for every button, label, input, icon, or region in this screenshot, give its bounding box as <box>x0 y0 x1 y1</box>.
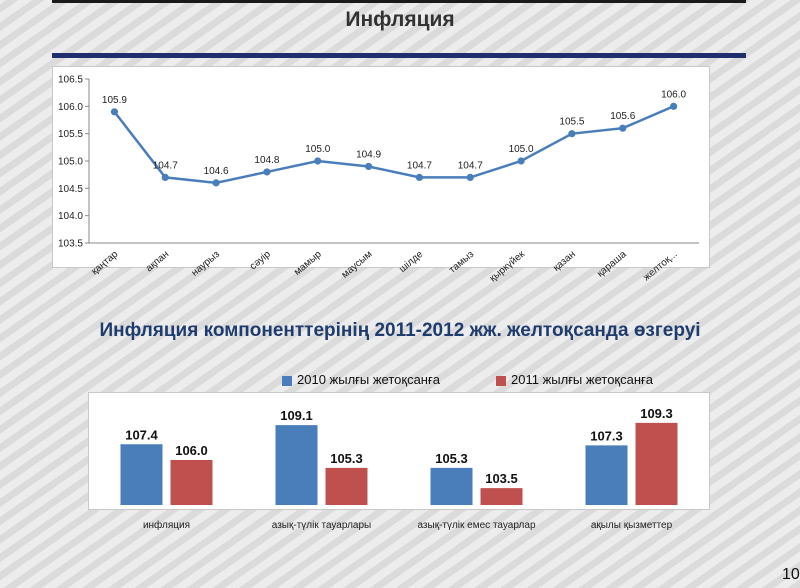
data-label: 105.0 <box>305 144 330 155</box>
data-point <box>161 173 169 181</box>
bar-value-label: 109.3 <box>640 406 673 421</box>
y-tick-label: 105.5 <box>58 129 83 140</box>
bar <box>585 445 628 505</box>
data-point <box>415 173 424 181</box>
legend-label-2011: 2011 жылғы жетоқсанға <box>511 372 653 387</box>
bar-value-label: 105.3 <box>330 451 363 466</box>
data-point <box>466 173 474 181</box>
bar-chart-panel: 107.4 106.0 инфляция 109.1 105.3 азық-түлік т… <box>88 392 710 531</box>
data-label: 104.9 <box>356 149 381 160</box>
bar <box>325 467 368 505</box>
data-point <box>619 124 627 132</box>
x-category-label: ақылы қызметтер <box>591 520 673 531</box>
bar-chart: 107.4 106.0 инфляция 109.1 105.3 азық-түлік т… <box>120 406 678 531</box>
page-number: 10 <box>782 566 800 583</box>
data-point <box>212 179 220 187</box>
series-line <box>113 105 675 185</box>
data-label: 106.0 <box>661 89 686 100</box>
data-point <box>517 157 525 165</box>
bar-value-label: 106.0 <box>175 443 208 458</box>
top-rule <box>52 0 746 3</box>
x-category-label: азық-түлік тауарлары <box>272 520 371 531</box>
bar <box>170 460 213 505</box>
data-label: 104.7 <box>458 160 483 171</box>
bar-value-label: 107.3 <box>590 428 623 443</box>
data-label: 104.7 <box>407 160 432 171</box>
line-chart: 106.5 106.0 105.5 105.0 104.5 104.0 103.5 105.9… <box>58 75 699 284</box>
data-label: 105.6 <box>610 111 635 122</box>
bar <box>430 467 473 505</box>
data-point <box>364 162 373 171</box>
data-label: 105.0 <box>509 144 534 155</box>
legend-swatch-2011 <box>496 375 506 386</box>
data-label: 105.5 <box>559 117 584 128</box>
data-label: 105.9 <box>102 95 127 106</box>
x-category-label: азық-түлік емес тауарлар <box>417 520 535 531</box>
y-tick-label: 106.0 <box>58 102 83 113</box>
bar <box>275 425 318 505</box>
bar-value-label: 105.3 <box>435 451 468 466</box>
data-point <box>314 157 322 165</box>
data-point <box>568 130 576 138</box>
x-category-label: инфляция <box>143 519 190 531</box>
y-tick-label: 104.5 <box>58 184 83 195</box>
legend-swatch-2010 <box>282 375 292 386</box>
data-label: 104.8 <box>254 155 279 166</box>
bar-chart-title: Инфляция компоненттерінің 2011-2012 жж. … <box>99 320 701 341</box>
line-chart-panel: 106.5 106.0 105.5 105.0 104.5 104.0 103.5 105.9… <box>52 66 710 284</box>
data-point <box>669 102 678 110</box>
bar-value-label: 109.1 <box>280 408 313 423</box>
bar <box>635 422 678 505</box>
bar <box>480 488 523 505</box>
page-title: Инфляция <box>345 8 455 31</box>
bar <box>120 444 163 505</box>
legend-item-2010: 2010 жылғы жетоқсанға <box>282 372 440 387</box>
bar-value-label: 107.4 <box>125 427 158 442</box>
bar-legend: 2010 жылғы жетоқсанға 2011 жылғы жетоқса… <box>282 372 712 390</box>
data-point <box>263 168 271 176</box>
title-rule <box>52 53 746 58</box>
legend-item-2011: 2011 жылғы жетоқсанға <box>496 372 653 387</box>
data-label: 104.6 <box>204 166 229 177</box>
data-point <box>110 108 119 116</box>
y-tick-label: 106.5 <box>58 75 83 86</box>
y-tick-label: 104.0 <box>58 211 83 222</box>
data-label: 104.7 <box>153 160 178 171</box>
y-tick-label: 103.5 <box>58 239 83 250</box>
bar-value-label: 103.5 <box>485 471 518 486</box>
legend-label-2010: 2010 жылғы жетоқсанға <box>297 372 440 387</box>
y-tick-label: 105.0 <box>58 157 83 168</box>
